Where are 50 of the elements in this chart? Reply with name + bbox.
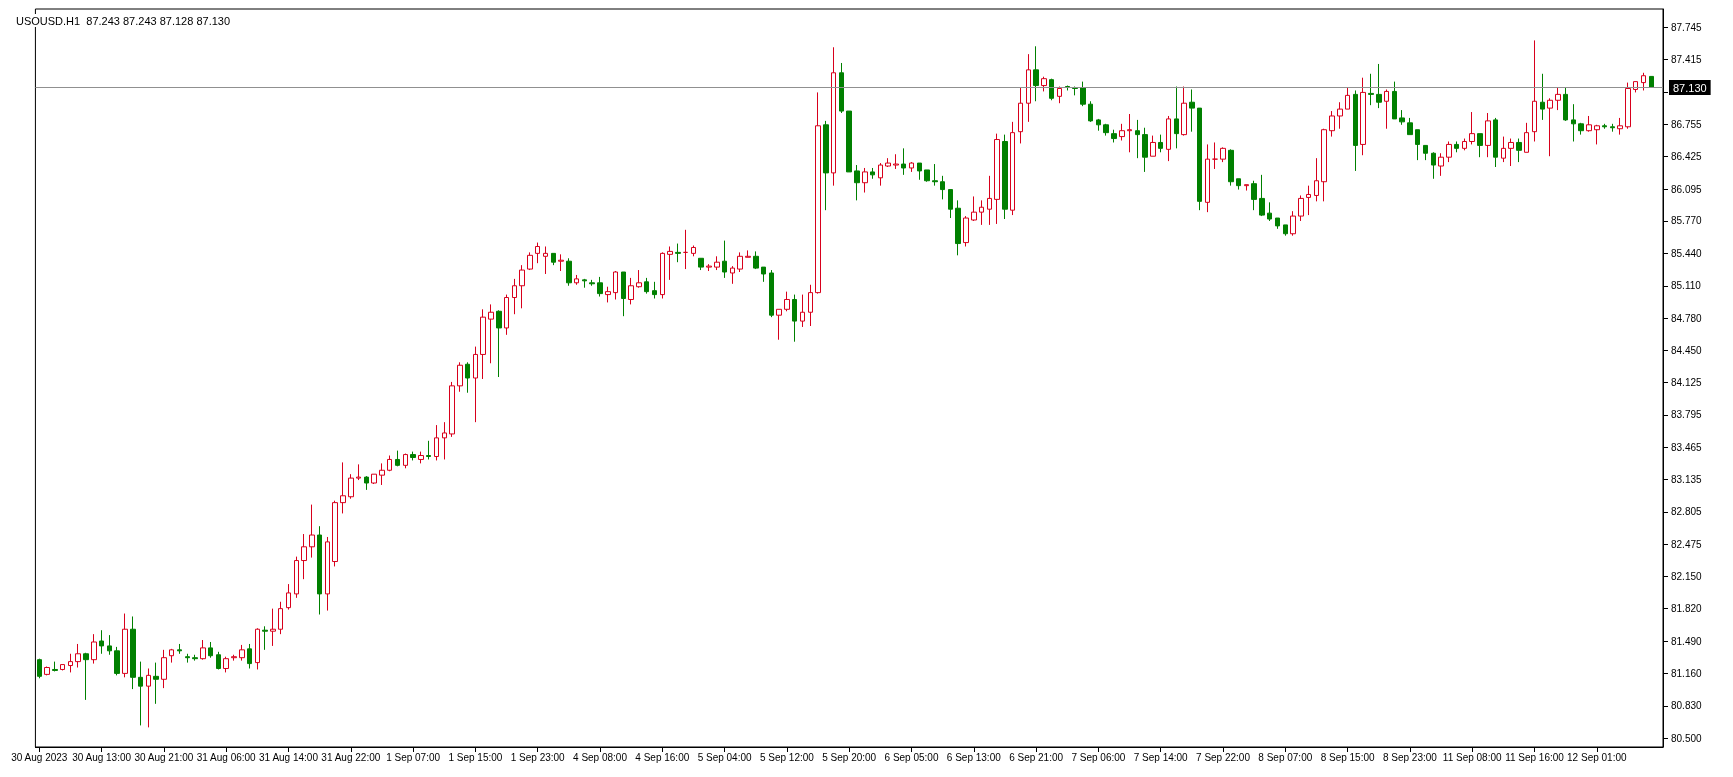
y-tick-label: 82.475 xyxy=(1671,538,1703,550)
y-tick-label: 80.830 xyxy=(1671,700,1703,712)
x-tick-label: 11 Sep 08:00 xyxy=(1442,751,1503,763)
x-tick-label: 8 Sep 23:00 xyxy=(1382,751,1438,763)
y-tick-label: 81.490 xyxy=(1671,635,1703,647)
text: USOUSD.H1 87.243 87.243 87.128 87.130 xyxy=(16,14,231,27)
x-tick-label: 31 Aug 06:00 xyxy=(196,751,257,763)
y-tick-label: 87.415 xyxy=(1671,54,1703,66)
x-tick-label: 5 Sep 04:00 xyxy=(697,751,753,763)
y-tick-label: 83.135 xyxy=(1671,474,1703,486)
y-tick-label: 84.780 xyxy=(1671,312,1703,324)
x-tick-label: 12 Sep 01:00 xyxy=(1567,751,1627,763)
x-tick-label: 31 Aug 22:00 xyxy=(321,751,381,763)
y-tick-label: 82.805 xyxy=(1671,506,1703,518)
x-tick-label: 4 Sep 08:00 xyxy=(573,751,628,763)
x-tick-label: 6 Sep 05:00 xyxy=(884,751,939,763)
x-tick-label: 5 Sep 12:00 xyxy=(759,751,815,763)
y-tick-label: 84.125 xyxy=(1671,376,1703,388)
y-tick-label: 87.745 xyxy=(1671,21,1703,33)
y-tick-label: 83.465 xyxy=(1671,441,1703,453)
x-tick-label: 1 Sep 15:00 xyxy=(448,751,503,763)
x-tick-label: 7 Sep 06:00 xyxy=(1071,751,1126,763)
y-tick-label: 86.755 xyxy=(1671,118,1703,130)
x-tick-label: 7 Sep 22:00 xyxy=(1196,751,1251,763)
x-tick-label: 1 Sep 23:00 xyxy=(510,751,566,763)
x-tick-label: 6 Sep 13:00 xyxy=(946,751,1002,763)
y-tick-label: 82.150 xyxy=(1671,570,1703,582)
x-tick-label: 30 Aug 2023 xyxy=(11,751,68,763)
x-tick-label: 6 Sep 21:00 xyxy=(1009,751,1064,763)
y-tick-label: 85.110 xyxy=(1671,280,1702,292)
y-tick-label: 81.160 xyxy=(1671,667,1703,679)
y-tick-label: 86.095 xyxy=(1671,183,1703,195)
y-tick-label: 83.795 xyxy=(1671,409,1703,421)
ref-line-label: 87.130 xyxy=(1673,81,1707,94)
y-tick-label: 80.500 xyxy=(1671,732,1703,744)
x-tick-label: 8 Sep 07:00 xyxy=(1258,751,1313,763)
x-tick-label: 4 Sep 16:00 xyxy=(635,751,690,763)
x-tick-label: 8 Sep 15:00 xyxy=(1320,751,1376,763)
x-tick-label: 30 Aug 13:00 xyxy=(72,751,132,763)
x-tick-label: 11 Sep 16:00 xyxy=(1505,751,1565,763)
y-tick-label: 81.820 xyxy=(1671,603,1703,615)
x-tick-label: 31 Aug 14:00 xyxy=(259,751,319,763)
x-tick-label: 1 Sep 07:00 xyxy=(386,751,441,763)
y-tick-label: 85.770 xyxy=(1671,215,1703,227)
x-tick-label: 30 Aug 21:00 xyxy=(134,751,194,763)
x-tick-label: 7 Sep 14:00 xyxy=(1133,751,1189,763)
x-tick-label: 5 Sep 20:00 xyxy=(822,751,877,763)
y-tick-label: 85.440 xyxy=(1671,247,1703,259)
y-tick-label: 86.425 xyxy=(1671,151,1703,163)
y-tick-label: 84.450 xyxy=(1671,345,1703,357)
